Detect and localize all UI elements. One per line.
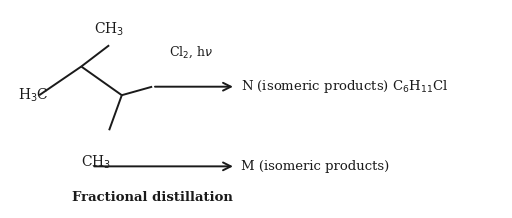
Text: Cl$_2$, h$\nu$: Cl$_2$, h$\nu$ [169, 45, 214, 60]
Text: N (isomeric products) C$_6$H$_{11}$Cl: N (isomeric products) C$_6$H$_{11}$Cl [241, 78, 449, 95]
Text: CH$_3$: CH$_3$ [94, 21, 124, 38]
Text: Fractional distillation: Fractional distillation [72, 191, 232, 204]
Text: H$_3$C: H$_3$C [18, 87, 49, 104]
Text: CH$_3$: CH$_3$ [81, 153, 112, 171]
Text: M (isomeric products): M (isomeric products) [241, 160, 389, 173]
